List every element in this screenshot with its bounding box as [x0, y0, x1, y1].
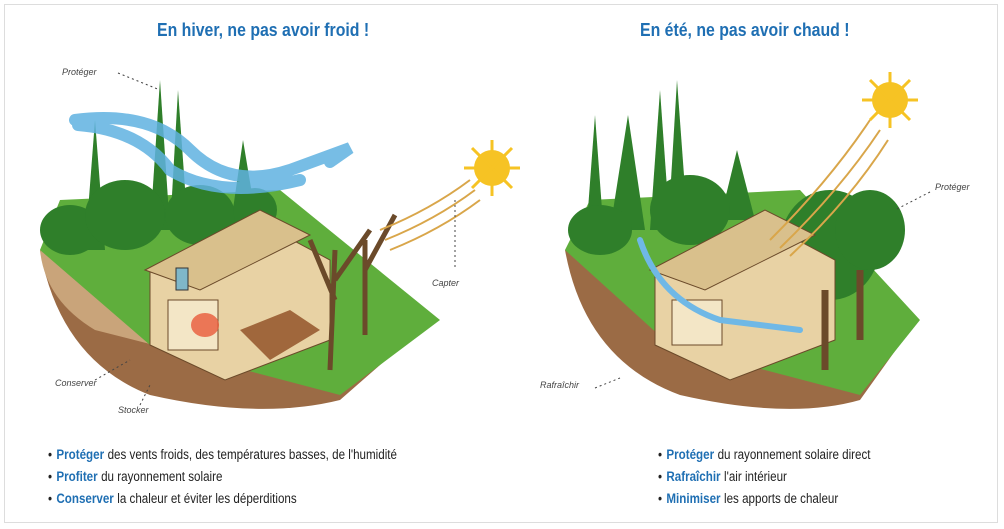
panel-title: En hiver, ne pas avoir froid !	[157, 20, 369, 41]
bullet: Rafraîchir l'air intérieur	[658, 466, 871, 488]
bullet: Protéger des vents froids, des températur…	[48, 444, 397, 466]
panel-title: En été, ne pas avoir chaud !	[640, 20, 850, 41]
keyword: Rafraîchir	[666, 469, 720, 484]
bullet-text: du rayonnement solaire	[101, 469, 222, 484]
illustration-label: Rafraîchir	[540, 380, 579, 390]
bullet-text: du rayonnement solaire direct	[718, 447, 871, 462]
illustration-label: Protéger	[935, 182, 970, 192]
keyword: Minimiser	[666, 491, 720, 506]
keyword: Protéger	[56, 447, 104, 462]
illustration-label: Protéger	[62, 67, 97, 77]
illustration-label: Capter	[432, 278, 459, 288]
illustration-label: Conserver	[55, 378, 97, 388]
illustration-label: Stocker	[118, 405, 149, 415]
page: En hiver, ne pas avoir froid ! En été, n…	[0, 0, 1004, 529]
bullet-list: Protéger du rayonnement solaire direct Ra…	[658, 444, 871, 510]
bullet-text: des vents froids, des températures basse…	[108, 447, 397, 462]
bullet: Minimiser les apports de chaleur	[658, 488, 871, 510]
bullet-list: Protéger des vents froids, des températur…	[48, 444, 397, 510]
bullet-text: l'air intérieur	[724, 469, 787, 484]
bullet: Profiter du rayonnement solaire	[48, 466, 397, 488]
bullet: Protéger du rayonnement solaire direct	[658, 444, 871, 466]
keyword: Conserver	[56, 491, 113, 506]
bullet-text: la chaleur et éviter les déperditions	[117, 491, 296, 506]
winter-illustration	[40, 73, 520, 409]
summer-illustration	[565, 72, 930, 409]
keyword: Profiter	[56, 469, 97, 484]
keyword: Protéger	[666, 447, 714, 462]
bullet-text: les apports de chaleur	[724, 491, 838, 506]
bullet: Conserver la chaleur et éviter les déperd…	[48, 488, 397, 510]
